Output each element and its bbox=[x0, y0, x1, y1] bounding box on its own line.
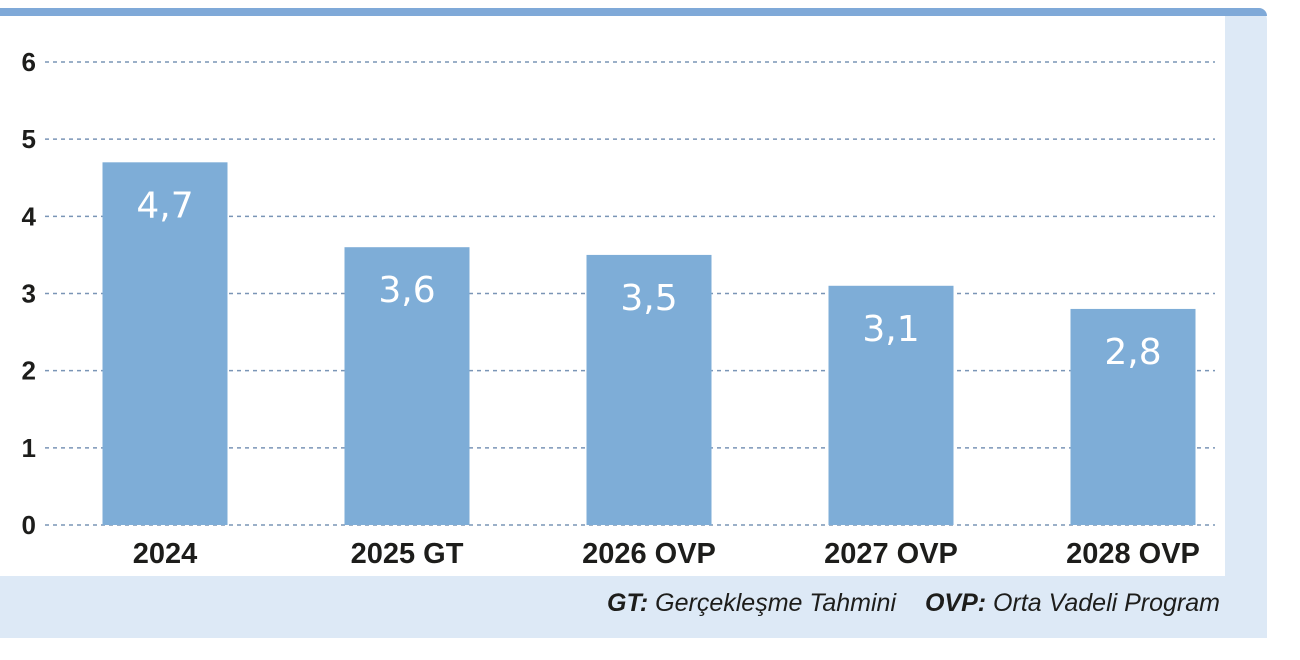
y-tick-label: 4 bbox=[22, 201, 37, 231]
chart-top-border bbox=[0, 8, 1267, 16]
chart-footnote: GT: Gerçekleşme Tahmini OVP: Orta Vadeli… bbox=[607, 589, 1220, 618]
x-category-label: 2028 OVP bbox=[1066, 538, 1200, 570]
y-tick-label: 5 bbox=[22, 124, 36, 154]
footnote-ovp-text: Orta Vadeli Program bbox=[993, 589, 1220, 617]
bar bbox=[344, 247, 470, 525]
x-category-label: 2026 OVP bbox=[582, 538, 716, 570]
y-tick-label: 2 bbox=[22, 356, 36, 386]
bar-value-label: 4,7 bbox=[136, 185, 193, 226]
y-tick-label: 1 bbox=[22, 433, 36, 463]
bar-value-label: 3,6 bbox=[378, 270, 435, 311]
footnote-gt-text: Gerçekleşme Tahmini bbox=[655, 589, 897, 617]
bar bbox=[828, 285, 954, 525]
x-category-label: 2027 OVP bbox=[824, 538, 958, 570]
bar-chart: 0 1 2 3 4 5 6 4,7 2024 3,6 2025 GT 3,5 2026 OVP 3,1 20… bbox=[22, 47, 1215, 570]
bar bbox=[1070, 308, 1196, 525]
bar-value-label: 3,1 bbox=[862, 309, 919, 350]
footnote-gt-abbr: GT: bbox=[607, 589, 649, 617]
bar bbox=[586, 254, 712, 525]
bar-value-label: 3,5 bbox=[620, 278, 677, 319]
y-tick-label: 0 bbox=[22, 510, 36, 540]
bar-value-label: 2,8 bbox=[1104, 332, 1161, 373]
y-tick-label: 3 bbox=[22, 279, 36, 309]
footnote-ovp-abbr: OVP: bbox=[924, 589, 987, 617]
x-category-label: 2024 bbox=[133, 538, 198, 570]
bar bbox=[102, 162, 228, 526]
y-tick-label: 6 bbox=[22, 47, 36, 77]
x-category-label: 2025 GT bbox=[351, 538, 464, 570]
